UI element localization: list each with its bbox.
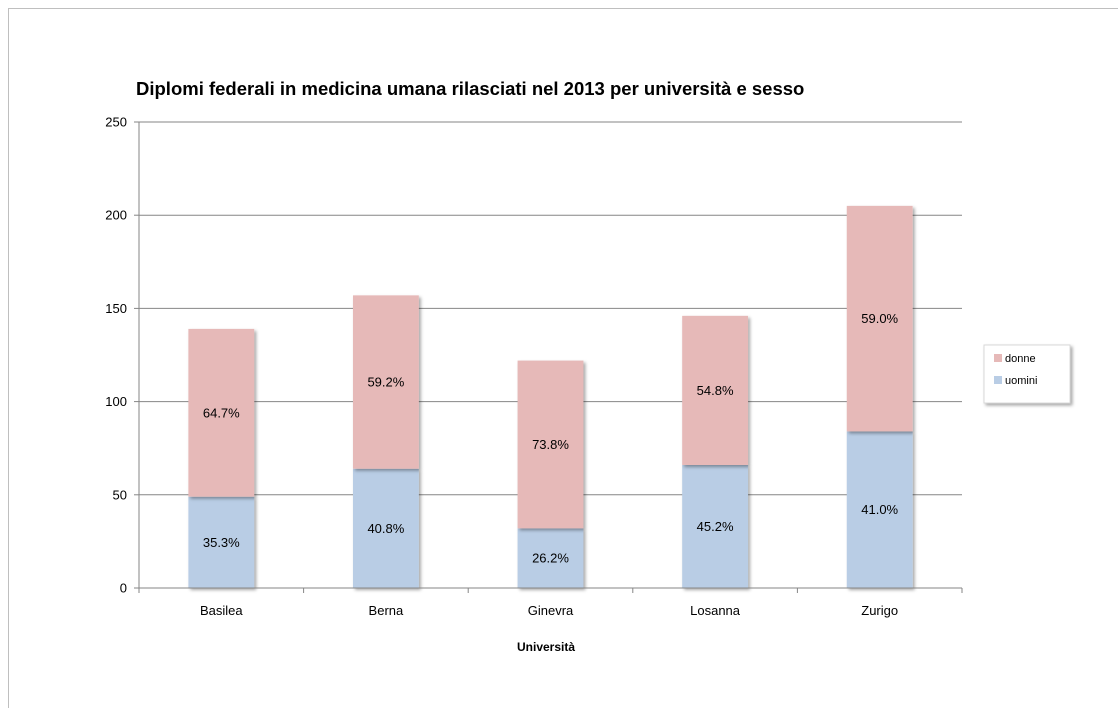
bar-donne-berna <box>352 295 419 469</box>
bar-uomini-basilea <box>188 496 255 588</box>
legend-label-donne: donne <box>1005 353 1036 365</box>
y-tick-label: 250 <box>105 115 127 130</box>
y-axis: 0 50 100 150 200 250 <box>105 115 140 596</box>
x-tick-label: Ginevra <box>528 603 574 618</box>
y-tick-label: 0 <box>120 581 127 596</box>
bar-uomini-berna <box>352 468 419 588</box>
y-tick-label: 150 <box>105 301 127 316</box>
y-tick-label: 50 <box>113 487 127 502</box>
data-label: 40.8% <box>367 521 404 536</box>
y-tick-label: 200 <box>105 208 127 223</box>
data-label: 41.0% <box>861 502 898 517</box>
bar-uomini-losanna <box>682 464 749 588</box>
chart-frame <box>8 8 1118 708</box>
legend-label-uomini: uomini <box>1005 375 1037 387</box>
data-label: 26.2% <box>532 551 569 566</box>
data-label: 35.3% <box>203 535 240 550</box>
bar-donne-basilea <box>188 328 255 497</box>
legend-swatch-donne <box>994 354 1002 362</box>
x-tick-label: Zurigo <box>861 603 898 618</box>
bar-donne-zurigo <box>846 205 913 432</box>
bar-donne-losanna <box>682 315 749 465</box>
data-label: 59.2% <box>367 375 404 390</box>
x-tick-label: Losanna <box>690 603 741 618</box>
data-label: 54.8% <box>697 383 734 398</box>
data-label: 59.0% <box>861 311 898 326</box>
bar-donne-ginevra <box>517 360 584 529</box>
x-axis: Basilea Berna Ginevra Losanna Zurigo <box>138 587 963 618</box>
bar-uomini-ginevra <box>517 528 584 588</box>
data-label: 45.2% <box>697 519 734 534</box>
x-tick-label: Basilea <box>200 603 243 618</box>
x-tick-label: Berna <box>369 603 404 618</box>
y-tick-label: 100 <box>105 394 127 409</box>
chart-title: Diplomi federali in medicina umana rilas… <box>136 78 804 99</box>
legend-swatch-uomini <box>994 376 1002 384</box>
x-axis-label: Università <box>517 640 575 654</box>
bars: 35.3% 64.7% 40.8% 59.2% 26.2% 73.8% 45.2% 54.8%… <box>188 205 913 588</box>
data-label: 73.8% <box>532 437 569 452</box>
legend: donne uomini <box>983 344 1071 404</box>
data-label: 64.7% <box>203 405 240 420</box>
bar-uomini-zurigo <box>846 431 913 588</box>
